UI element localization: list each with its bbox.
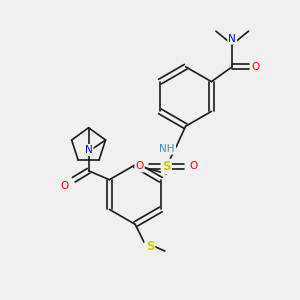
Text: NH: NH [160,143,175,154]
Text: S: S [146,240,154,253]
Text: S: S [162,160,171,173]
Text: N: N [228,34,236,44]
Text: O: O [252,62,260,72]
Text: O: O [189,161,197,171]
Text: O: O [61,181,69,191]
Text: N: N [85,145,92,155]
Text: O: O [136,161,144,171]
